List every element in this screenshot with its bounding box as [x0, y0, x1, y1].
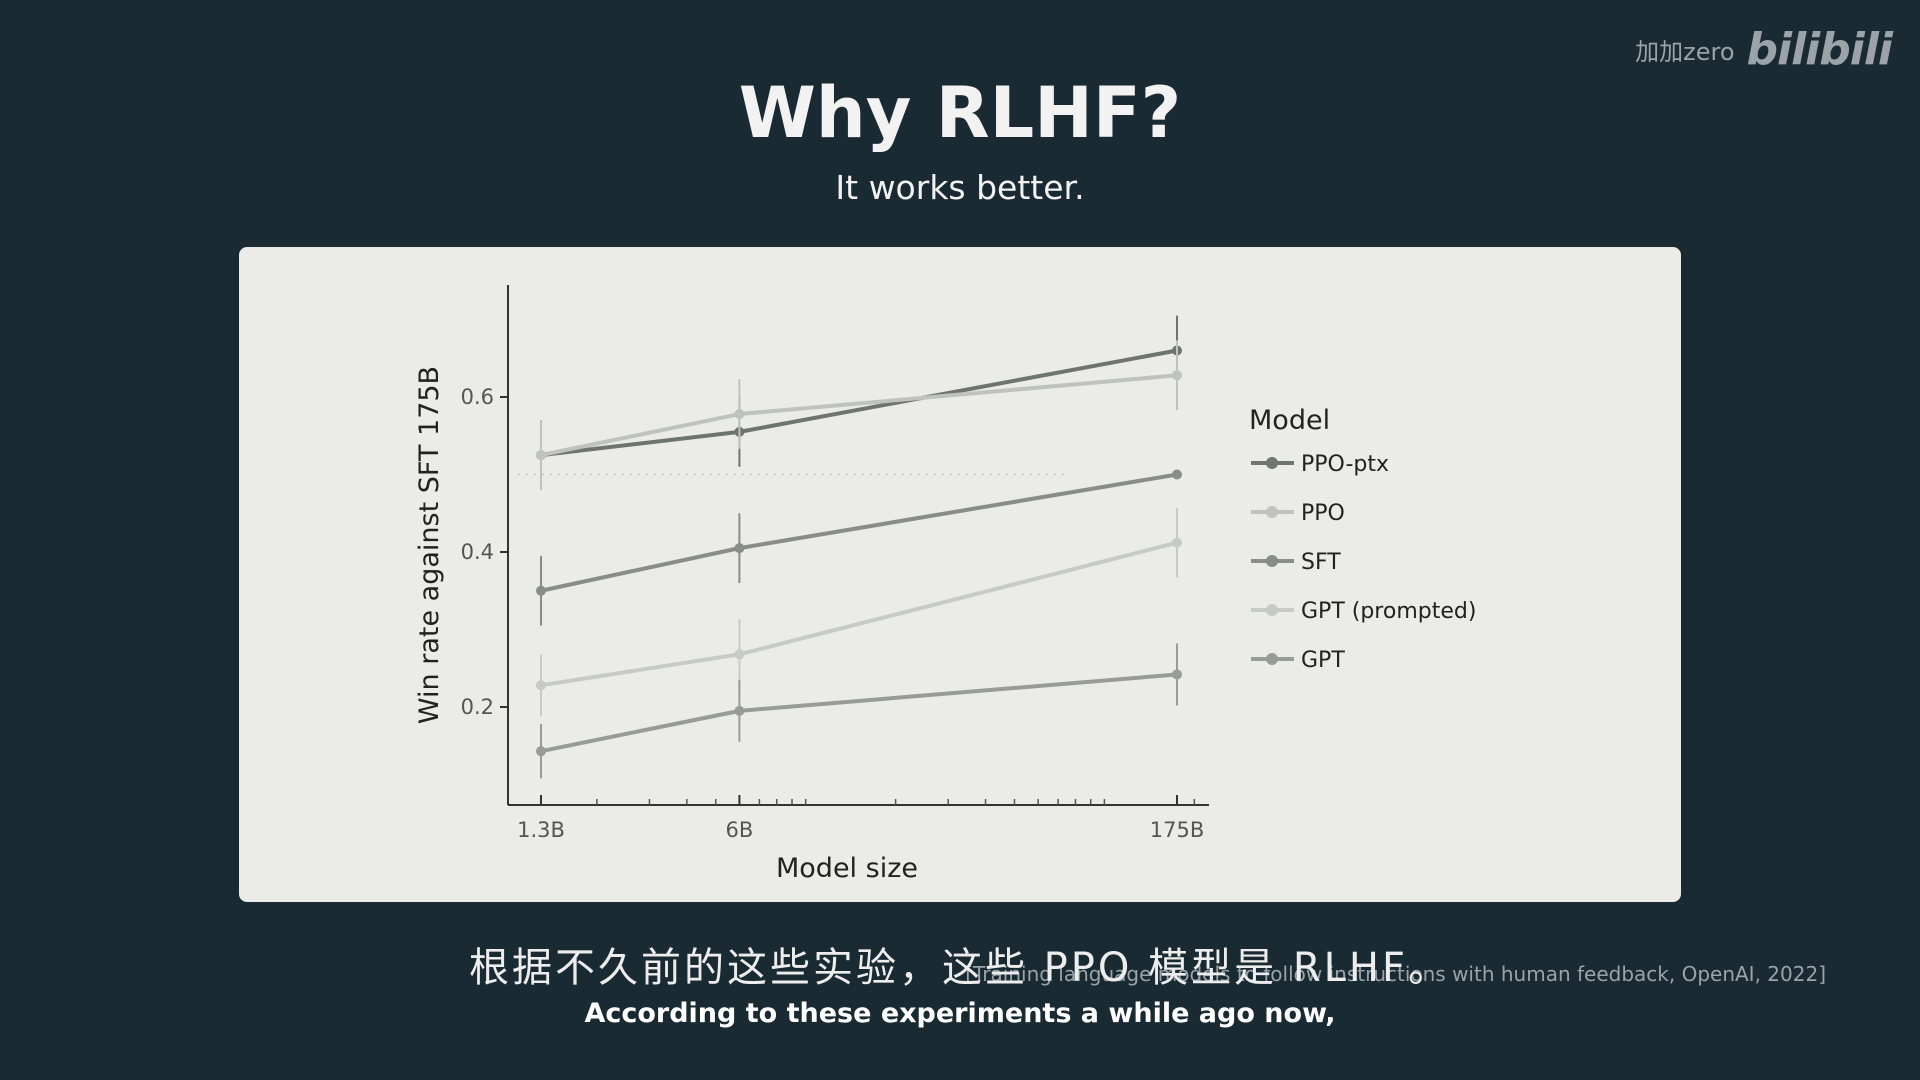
- slide-title: Why RLHF?: [738, 72, 1182, 154]
- legend-swatch-point: [1266, 555, 1278, 567]
- legend-label: GPT (prompted): [1301, 599, 1476, 624]
- series-line: [540, 672, 1178, 754]
- y-tick-label: 0.4: [461, 540, 494, 564]
- subtitle-caption-english: According to these experiments a while a…: [584, 998, 1336, 1029]
- data-point: [536, 680, 546, 691]
- series-gpt: [536, 643, 1182, 779]
- bilibili-logo: bilibili: [1746, 24, 1893, 75]
- legend-swatch-point: [1266, 506, 1278, 518]
- data-point: [1172, 537, 1182, 548]
- legend-title: Model: [1249, 405, 1330, 436]
- legend-swatch-point: [1266, 653, 1278, 665]
- legend-item: PPO: [1251, 501, 1345, 526]
- series-ppo: [536, 340, 1182, 490]
- data-point: [734, 543, 745, 554]
- x-tick-label: 1.3B: [517, 818, 565, 842]
- y-tick-label: 0.6: [461, 385, 494, 409]
- data-point: [536, 746, 546, 757]
- data-point: [734, 649, 745, 660]
- legend-label: GPT: [1301, 648, 1345, 673]
- legend-label: PPO: [1301, 501, 1345, 526]
- legend-item: GPT (prompted): [1251, 599, 1476, 624]
- data-point: [1172, 469, 1182, 480]
- y-tick-label: 0.2: [461, 695, 494, 719]
- legend-item: PPO-ptx: [1251, 452, 1389, 477]
- legend-item: SFT: [1251, 550, 1341, 575]
- data-point: [536, 585, 546, 596]
- legend-item: GPT: [1251, 648, 1345, 673]
- series-sft: [536, 469, 1182, 626]
- series-gpt-prompted-: [536, 507, 1182, 717]
- watermark-text: 加加zero: [1635, 38, 1735, 66]
- data-point: [536, 450, 546, 461]
- legend-label: SFT: [1301, 550, 1341, 575]
- subtitle-caption-chinese: 根据不久前的这些实验，这些 PPO 模型是 RLHF。: [468, 945, 1452, 991]
- citation: [Training language models to follow inst…: [965, 962, 1826, 986]
- legend-swatch-point: [1266, 457, 1278, 469]
- series-line: [540, 540, 1178, 688]
- legend-swatch-point: [1266, 604, 1278, 616]
- x-axis-label: Model size: [776, 853, 918, 884]
- data-point: [734, 705, 745, 716]
- x-tick-label: 175B: [1150, 818, 1205, 842]
- y-axis-label: Win rate against SFT 175B: [414, 366, 445, 724]
- x-tick-label: 6B: [726, 818, 754, 842]
- win-rate-chart: 0.2 0.4 0.6 1.3B 6B 175B Model size Win rate ag…: [414, 285, 1476, 884]
- data-point: [734, 409, 745, 420]
- legend-label: PPO-ptx: [1301, 452, 1389, 477]
- watermark: 加加zero bilibili: [1635, 24, 1893, 75]
- slide-subtitle: It works better.: [835, 168, 1085, 207]
- data-point: [1172, 669, 1182, 680]
- series-line: [540, 472, 1178, 593]
- data-point: [1172, 370, 1182, 381]
- chart-panel: 0.2 0.4 0.6 1.3B 6B 175B Model size Win rate ag…: [239, 247, 1681, 902]
